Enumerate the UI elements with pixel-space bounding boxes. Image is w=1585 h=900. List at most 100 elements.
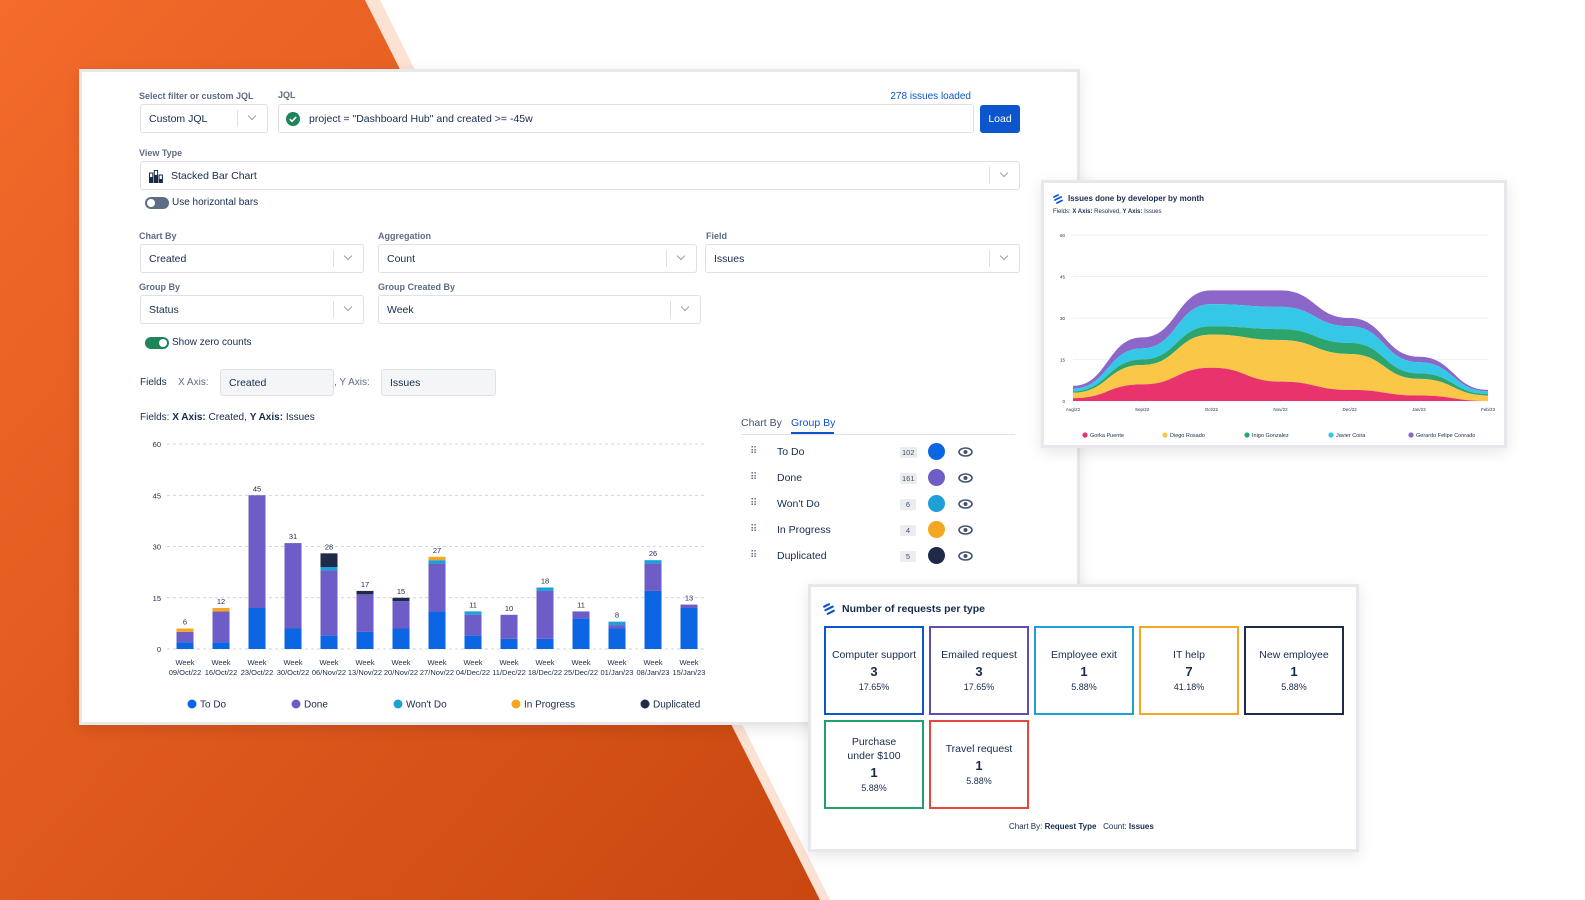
request-type-card[interactable]: IT help 7 41.18% bbox=[1139, 626, 1239, 715]
load-button[interactable]: Load bbox=[980, 105, 1020, 133]
group-created-by-select[interactable]: Week bbox=[378, 295, 701, 324]
request-type-card[interactable]: Employee exit 1 5.88% bbox=[1034, 626, 1134, 715]
group-by-select[interactable]: Status bbox=[140, 295, 364, 324]
x-axis-label: X Axis: bbox=[178, 377, 209, 388]
horizontal-bars-toggle[interactable] bbox=[145, 197, 169, 209]
x-axis-value: Created bbox=[229, 376, 267, 389]
request-type-name: IT help bbox=[1173, 649, 1205, 661]
eye-icon[interactable] bbox=[958, 525, 973, 535]
request-type-count: 1 bbox=[870, 765, 878, 780]
eye-icon[interactable] bbox=[958, 447, 973, 457]
x-tick-label: 01/Jan/23 bbox=[601, 668, 634, 677]
x-tick-label: Week bbox=[355, 658, 374, 667]
drag-handle-icon[interactable]: ⠿ bbox=[750, 498, 757, 509]
legend-swatch bbox=[1082, 432, 1088, 438]
bar-segment bbox=[428, 560, 446, 564]
area-subtitle-x-val: Resolved, bbox=[1092, 209, 1123, 215]
bar-total-label: 27 bbox=[433, 546, 441, 555]
bar-segment bbox=[320, 570, 338, 636]
bar-total-label: 8 bbox=[615, 611, 619, 620]
x-tick-label: Aug/22 bbox=[1066, 407, 1081, 412]
status-legend-item: ⠿ Won't Do 6 bbox=[742, 495, 1017, 515]
filter-select[interactable]: Custom JQL bbox=[140, 104, 268, 133]
tab-chart-by[interactable]: Chart By bbox=[741, 417, 782, 429]
fields-summary: Fields: X Axis: Created, Y Axis: Issues bbox=[140, 412, 315, 423]
x-tick-label: Week bbox=[391, 658, 410, 667]
x-tick-label: 09/Oct/22 bbox=[169, 668, 202, 677]
bar-segment bbox=[644, 560, 662, 564]
aggregation-select[interactable]: Count bbox=[378, 244, 697, 273]
footer-chart-by-val: Request Type bbox=[1042, 822, 1097, 831]
bar-segment bbox=[464, 614, 482, 636]
x-tick-label: Sep/22 bbox=[1135, 407, 1150, 412]
color-swatch[interactable] bbox=[928, 547, 945, 564]
bar-segment bbox=[212, 608, 230, 612]
view-type-label: View Type bbox=[139, 148, 183, 158]
field-select[interactable]: Issues bbox=[705, 244, 1020, 273]
color-swatch[interactable] bbox=[928, 469, 945, 486]
chevron-down-icon bbox=[237, 110, 267, 127]
legend-swatch bbox=[511, 699, 521, 709]
x-tick-label: Feb/23 bbox=[1481, 407, 1496, 412]
request-type-card[interactable]: Purchase under $100 1 5.88% bbox=[824, 720, 924, 809]
footer-count-val: Issues bbox=[1126, 822, 1154, 831]
request-type-card[interactable]: Travel request 1 5.88% bbox=[929, 720, 1029, 809]
color-swatch[interactable] bbox=[928, 443, 945, 460]
x-tick-label: Week bbox=[607, 658, 626, 667]
bar-chart-icon bbox=[149, 170, 163, 183]
area-chart-subtitle: Fields: X Axis: Resolved, Y Axis: Issues bbox=[1053, 209, 1162, 215]
bar-segment bbox=[644, 563, 662, 591]
area-series bbox=[1073, 304, 1488, 395]
x-tick-label: Week bbox=[463, 658, 482, 667]
status-name: Won't Do bbox=[777, 498, 820, 510]
eye-icon[interactable] bbox=[958, 473, 973, 483]
color-swatch[interactable] bbox=[928, 521, 945, 538]
y-tick-label: 0 bbox=[157, 645, 161, 654]
field-value: Issues bbox=[714, 252, 745, 265]
area-series bbox=[1073, 326, 1488, 396]
color-swatch[interactable] bbox=[928, 495, 945, 512]
eye-icon[interactable] bbox=[958, 499, 973, 509]
request-type-card[interactable]: New employee 1 5.88% bbox=[1244, 626, 1344, 715]
aggregation-value: Count bbox=[387, 252, 416, 265]
y-tick-label: 15 bbox=[1060, 358, 1066, 363]
filter-select-value: Custom JQL bbox=[149, 112, 208, 125]
legend-swatch bbox=[1162, 432, 1168, 438]
drag-handle-icon[interactable]: ⠿ bbox=[750, 550, 757, 561]
legend-label: Done bbox=[304, 700, 328, 711]
bar-segment bbox=[320, 635, 338, 649]
bar-segment bbox=[572, 611, 590, 619]
request-type-card[interactable]: Emailed request 3 17.65% bbox=[929, 626, 1029, 715]
bar-segment bbox=[392, 601, 410, 629]
request-type-percent: 5.88% bbox=[1071, 682, 1097, 692]
view-type-select[interactable]: Stacked Bar Chart bbox=[140, 161, 1020, 190]
horizontal-bars-label: Use horizontal bars bbox=[172, 197, 259, 208]
x-axis-input[interactable]: Created bbox=[220, 369, 334, 396]
bar-segment bbox=[680, 604, 698, 608]
fields-summary-x-key: X Axis: bbox=[172, 412, 206, 423]
bar-total-label: 17 bbox=[361, 580, 369, 589]
bar-total-label: 10 bbox=[505, 604, 513, 613]
request-type-percent: 5.88% bbox=[1281, 682, 1307, 692]
x-tick-label: 13/Nov/22 bbox=[348, 668, 382, 677]
fields-label: Fields bbox=[140, 377, 167, 388]
tab-group-by[interactable]: Group By bbox=[791, 417, 836, 429]
area-series bbox=[1073, 334, 1488, 401]
drag-handle-icon[interactable]: ⠿ bbox=[750, 524, 757, 535]
bar-segment bbox=[608, 628, 626, 649]
x-tick-label: 04/Dec/22 bbox=[456, 668, 490, 677]
jql-input[interactable]: project = "Dashboard Hub" and created >=… bbox=[278, 104, 974, 133]
legend-label: To Do bbox=[200, 700, 227, 711]
eye-icon[interactable] bbox=[958, 551, 973, 561]
drag-handle-icon[interactable]: ⠿ bbox=[750, 472, 757, 483]
legend-label: In Progress bbox=[524, 700, 575, 711]
show-zero-counts-toggle[interactable] bbox=[145, 337, 169, 349]
bar-segment bbox=[176, 628, 194, 632]
drag-handle-icon[interactable]: ⠿ bbox=[750, 446, 757, 457]
y-axis-input[interactable]: Issues bbox=[381, 369, 496, 396]
request-type-card[interactable]: Computer support 3 17.65% bbox=[824, 626, 924, 715]
issues-loaded-link[interactable]: 278 issues loaded bbox=[890, 91, 971, 102]
chart-by-select[interactable]: Created bbox=[140, 244, 364, 273]
chevron-down-icon bbox=[666, 250, 696, 267]
request-type-percent: 5.88% bbox=[966, 776, 992, 786]
